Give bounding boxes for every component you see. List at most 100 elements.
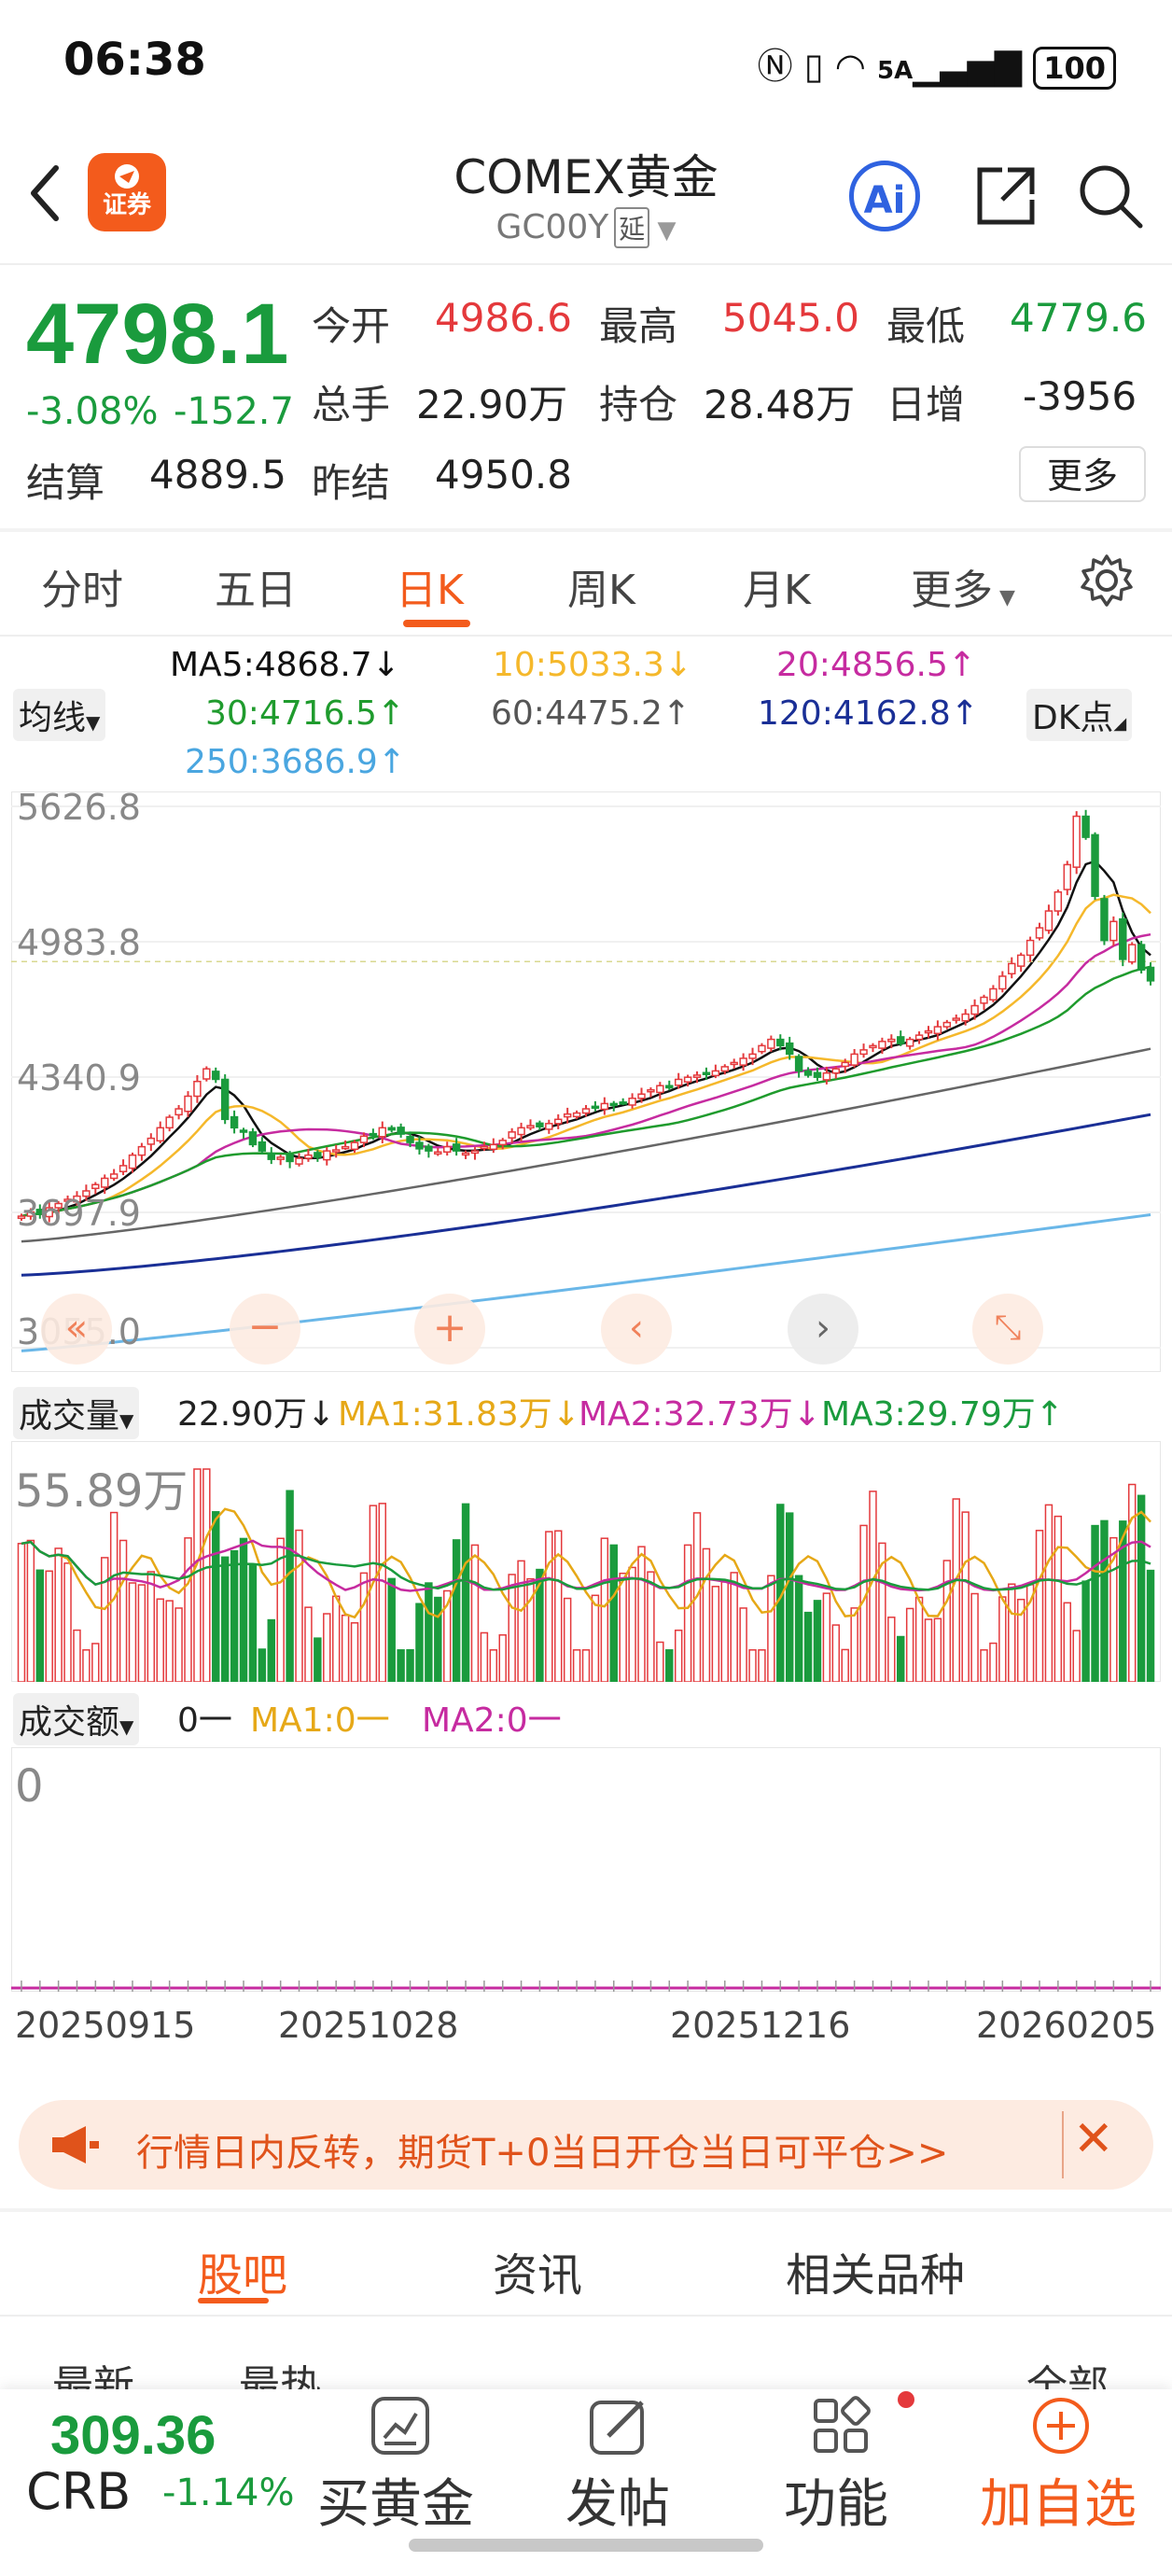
tab-news[interactable]: 资讯 [493,2249,583,2302]
last-price: 4798.1 [26,287,289,382]
volume-bar [101,1557,109,1682]
dropdown-icon: ▼ [119,1715,134,1738]
volume-bar [397,1649,405,1682]
candle-body [109,1173,119,1180]
candle-body [794,1056,803,1072]
candle-body [683,1076,692,1083]
volume-bar [156,1598,164,1682]
volume-bar [619,1572,627,1682]
zoom-in-button[interactable]: + [414,1294,485,1365]
volume-bar [794,1575,803,1682]
change-percent: -3.08% [26,390,159,433]
back-icon[interactable] [26,161,63,226]
candle-body [776,1038,785,1047]
tab-intraday[interactable]: 分时 [41,567,123,614]
candle-body [961,1013,970,1022]
volume-bar [17,1543,26,1682]
zoom-out-button[interactable]: − [230,1294,300,1365]
tab-more[interactable]: 更多 ▼ [911,556,1015,616]
volume-bar [508,1574,516,1682]
functions-button[interactable]: 功能 [784,2474,888,2535]
volume-selector[interactable]: 成交量▼ [13,1387,140,1439]
volume-bar [91,1643,100,1682]
candle-body [248,1131,258,1146]
tab-related[interactable]: 相关品种 [786,2249,966,2302]
volume-bar [248,1563,258,1682]
candle-body [859,1049,868,1056]
grid-apps-icon [814,2396,871,2453]
crb-value[interactable]: 309.36 [50,2405,216,2466]
volume-bar [822,1592,831,1682]
promo-banner[interactable] [19,2100,1153,2190]
candle-body [924,1029,933,1034]
scroll-left-fast-button[interactable]: « [41,1294,112,1365]
amount-selector[interactable]: 成交额▼ [13,1693,140,1745]
candle-body [137,1145,146,1156]
buy-gold-button[interactable]: 买黄金 [317,2474,474,2535]
signal-icon: ▁▃▅▇ [913,46,1023,87]
more-button[interactable]: 更多 [1019,446,1146,502]
delay-tag: 延 [614,207,650,248]
amount-selector-label: 成交额 [19,1703,120,1742]
dropdown-icon: ▼ [993,586,1015,609]
volume-bar [897,1635,905,1682]
amount-chart[interactable] [11,1747,1161,1992]
candle-body [341,1145,350,1150]
ma60-value: 60:4475.2↑ [491,694,691,733]
contract-code-row[interactable]: GC00Y 延 ▼ [0,207,1172,248]
volume-bar [415,1603,424,1682]
tab-daily-k[interactable]: 日K [396,567,464,614]
close-icon[interactable]: ✕ [1073,2111,1114,2167]
candle-body [286,1154,294,1163]
volume-bar [1044,1504,1053,1682]
dk-point-toggle[interactable]: DK点◢ [1026,689,1133,741]
volume-bar [442,1589,452,1682]
crb-name[interactable]: CRB [26,2462,132,2521]
post-button[interactable]: 发帖 [565,2474,670,2535]
scroll-right-button[interactable]: › [788,1294,858,1365]
volume-bar [850,1607,858,1682]
volume-bar [702,1547,711,1682]
volume-selector-label: 成交量 [19,1397,120,1435]
volume-chart[interactable] [11,1441,1161,1682]
candle-body [1026,939,1035,957]
ma60-line [21,1047,1151,1243]
volume-bar [1127,1483,1137,1682]
volume-bar [545,1531,553,1682]
settings-gear-icon[interactable] [1079,553,1135,609]
tab-five-day[interactable]: 五日 [215,567,297,614]
tab-forum[interactable]: 股吧 [198,2249,288,2302]
amount-axis-max: 0 [15,1760,44,1813]
volume-bar [369,1505,378,1682]
oi-value: 28.48万 [704,382,856,427]
candle-body [378,1127,387,1138]
volume-bar [119,1539,128,1682]
date-label-3: 20251216 [670,2005,851,2046]
fullscreen-icon[interactable]: ⤡ [972,1294,1043,1365]
volume-ma2: MA2:32.73万↓ [579,1395,821,1434]
candle-body [748,1053,757,1059]
ma-selector[interactable]: 均线▼ [13,689,106,741]
volume-bar [878,1542,886,1682]
share-icon[interactable] [970,161,1041,231]
low-label: 最低 [886,303,966,349]
volume-bar [331,1595,341,1682]
add-watchlist-button[interactable]: 加自选 [980,2474,1137,2535]
volume-bar [425,1582,433,1682]
tab-monthly-k[interactable]: 月K [743,567,811,614]
volume-bar [720,1581,730,1682]
candle-body [1008,962,1016,974]
ma120-value: 120:4162.8↑ [758,694,979,733]
volume-bar [600,1537,609,1682]
volume-bar [295,1529,303,1682]
volume-bar [647,1571,655,1682]
tab-weekly-k[interactable]: 周K [567,567,635,614]
candle-body [554,1118,563,1125]
volume-bar [434,1596,442,1682]
scroll-left-button[interactable]: ‹ [601,1294,672,1365]
volume-bar [581,1649,591,1682]
search-icon[interactable] [1075,161,1146,231]
ai-button[interactable]: Ai [849,161,920,231]
ma20-value: 20:4856.5↑ [776,646,977,684]
